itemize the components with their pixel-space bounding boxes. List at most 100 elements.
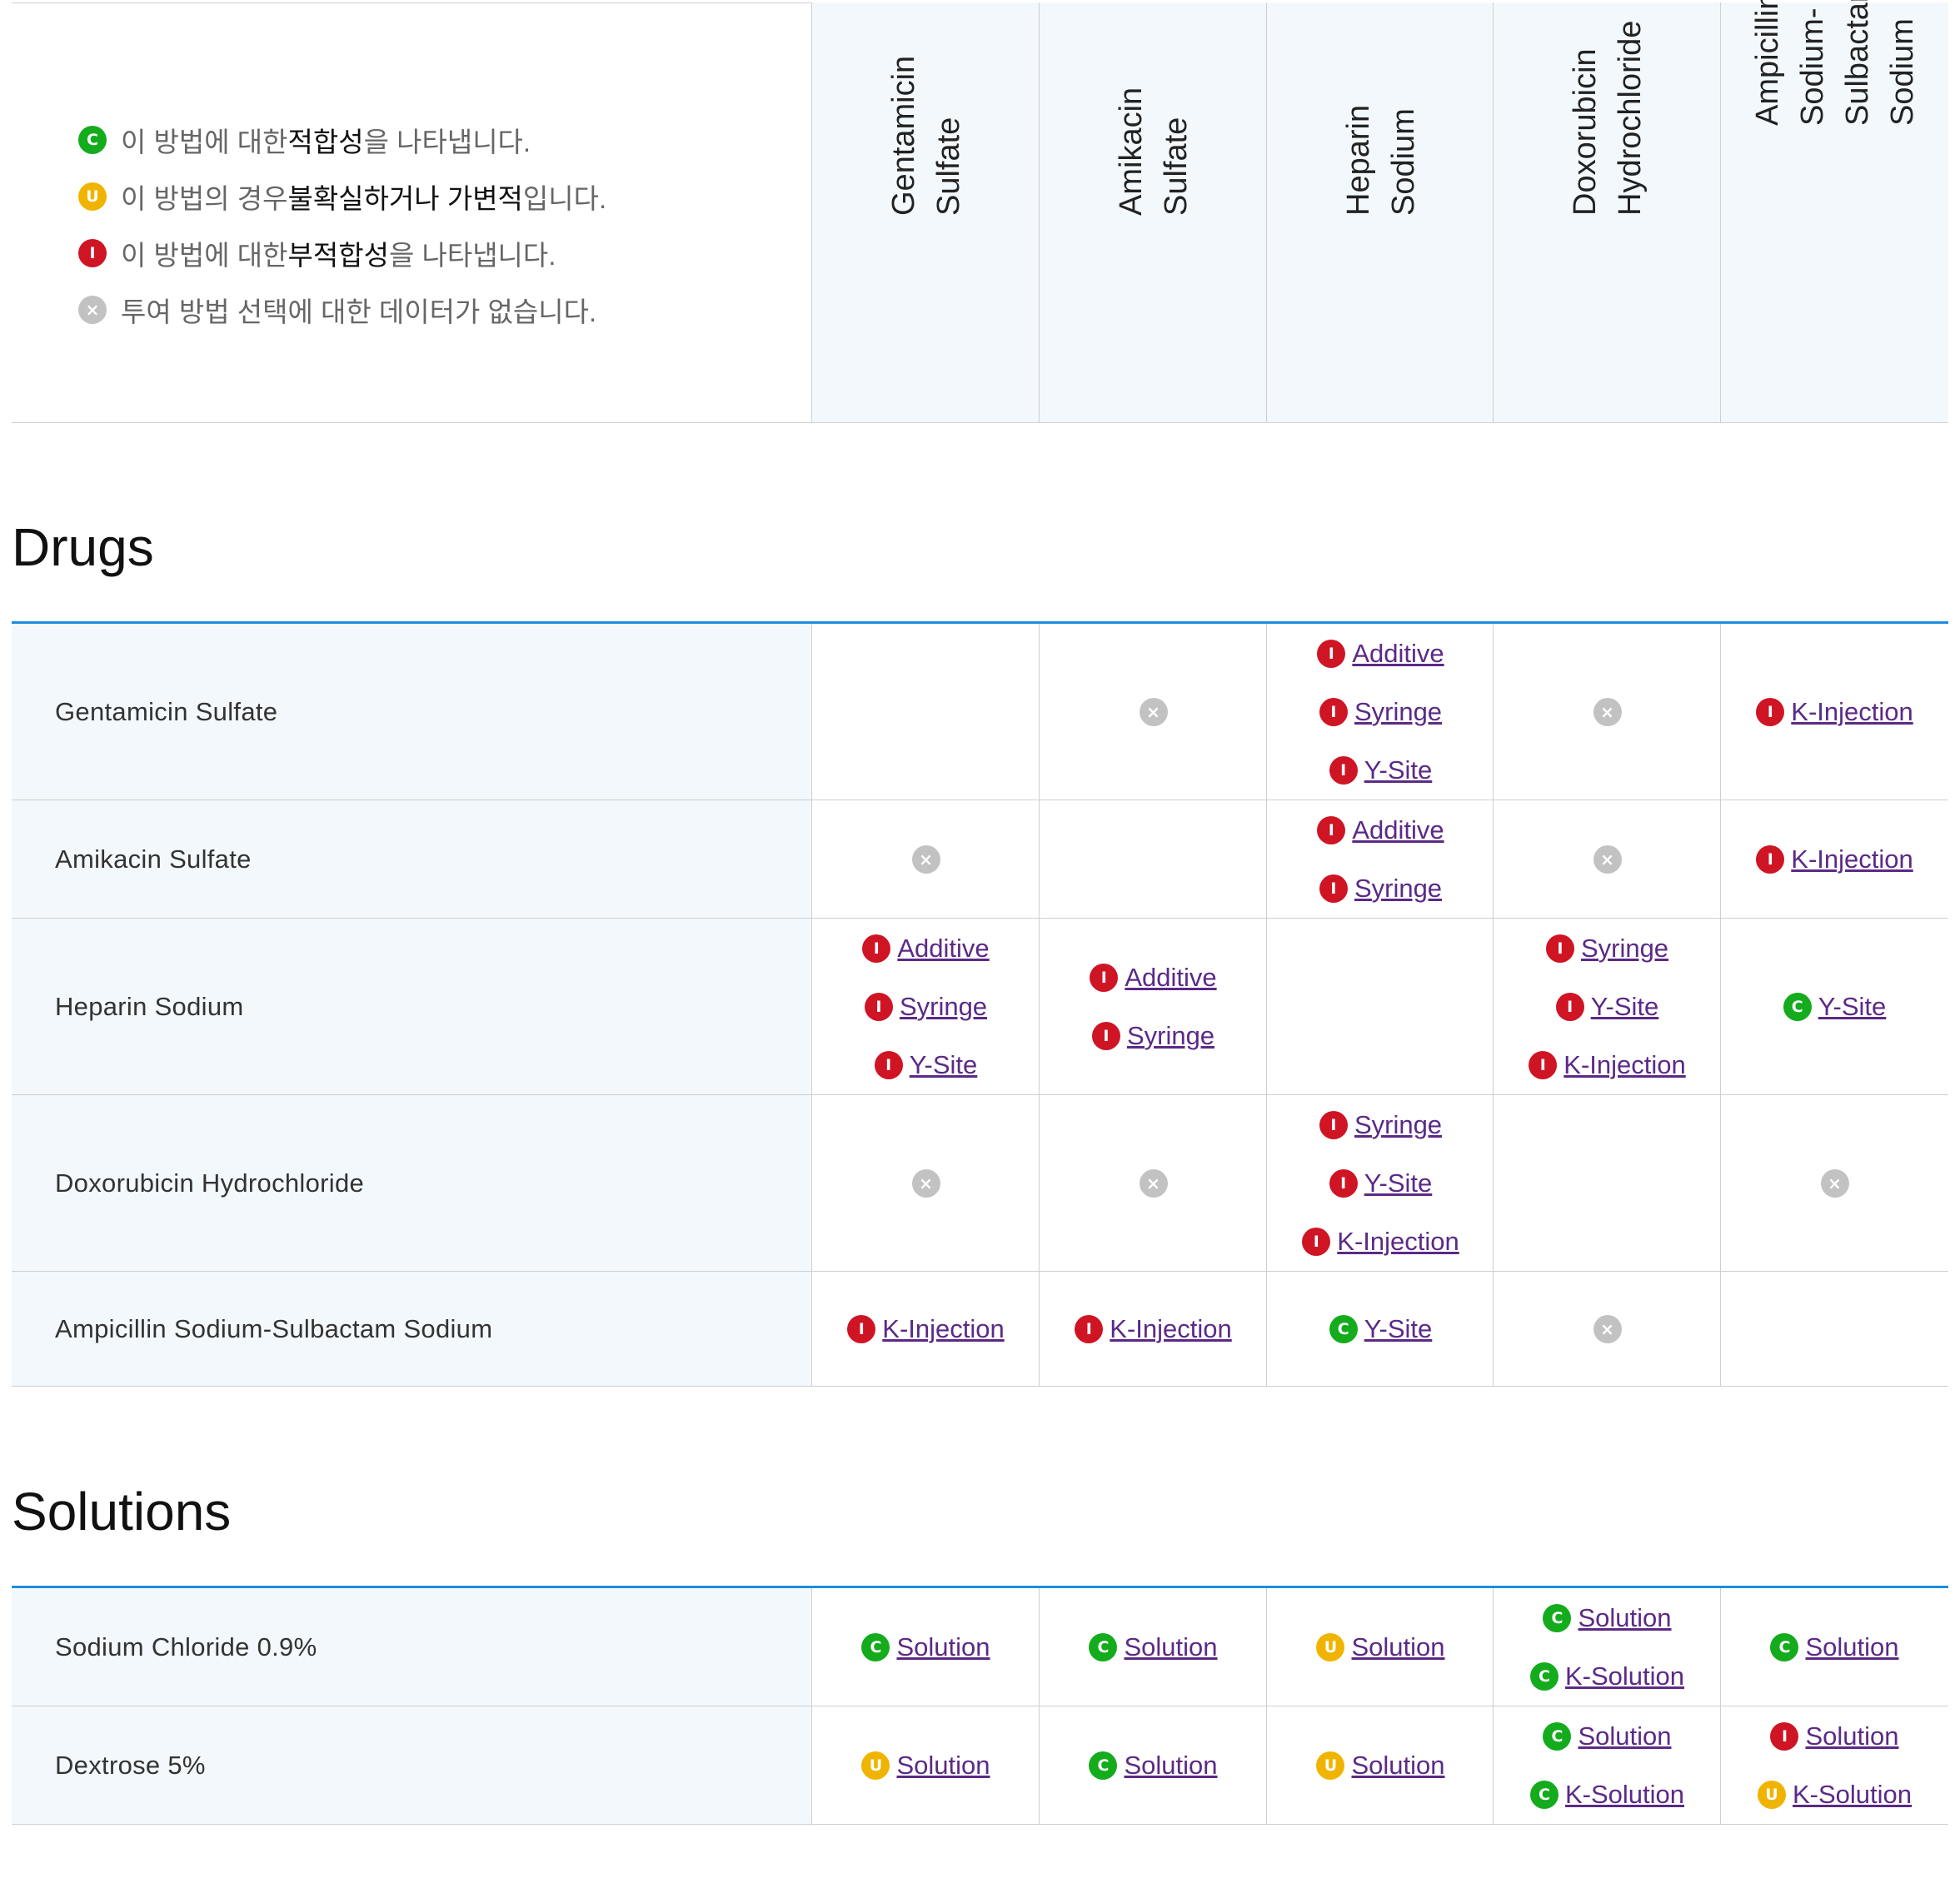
column-header-label: Gentamicin Sulfate bbox=[881, 56, 971, 216]
method-link[interactable]: Additive bbox=[1125, 962, 1217, 992]
table-cell bbox=[1720, 1272, 1948, 1386]
legend-text: 투여 방법 선택에 대한 데이터가 없습니다. bbox=[121, 296, 597, 327]
method-link[interactable]: Solution bbox=[1351, 1631, 1445, 1661]
method-link[interactable]: Solution bbox=[896, 1750, 990, 1780]
legend-emphasis: 부적합성 bbox=[287, 240, 389, 271]
compatible-icon: C bbox=[1543, 1603, 1572, 1632]
method-link[interactable]: Y-Site bbox=[1364, 755, 1433, 785]
row-label: Dextrose 5% bbox=[55, 1750, 206, 1780]
compatible-icon: C bbox=[1089, 1632, 1118, 1661]
table-cell: U Solution bbox=[1266, 1706, 1494, 1824]
method-link[interactable]: K-Solution bbox=[1792, 1779, 1913, 1809]
row-label: Doxorubicin Hydrochloride bbox=[55, 1168, 365, 1198]
method-link[interactable]: Syringe bbox=[1126, 1020, 1215, 1050]
method-link[interactable]: K-Solution bbox=[1564, 1661, 1685, 1691]
method-link[interactable]: K-Injection bbox=[1791, 696, 1913, 726]
method-link[interactable]: Solution bbox=[1124, 1750, 1218, 1780]
compatibility-entry: I K-Injection bbox=[1756, 830, 1913, 889]
table-cell: C Y-Site bbox=[1266, 1272, 1494, 1386]
method-link[interactable]: K-Injection bbox=[1564, 1049, 1686, 1079]
method-link[interactable]: Y-Site bbox=[1364, 1313, 1433, 1343]
table-cell: × bbox=[1039, 1095, 1267, 1271]
method-link[interactable]: Solution bbox=[1578, 1602, 1672, 1632]
table-cell: U Solution bbox=[1266, 1588, 1494, 1706]
method-link[interactable]: K-Injection bbox=[1337, 1226, 1459, 1256]
no-data-icon: × bbox=[78, 296, 107, 324]
no-data-icon: × bbox=[1593, 697, 1622, 726]
table-row: Dextrose 5% U Solution C Solution U Solution C S… bbox=[12, 1706, 1948, 1825]
method-link[interactable]: Syringe bbox=[1354, 696, 1443, 726]
column-header: Heparin Sodium bbox=[1266, 2, 1494, 423]
row-label: Ampicillin Sodium-Sulbactam Sodium bbox=[55, 1313, 493, 1343]
table-cell: U Solution bbox=[811, 1706, 1040, 1824]
compatibility-entry: I Y-Site bbox=[874, 1036, 978, 1094]
legend-emphasis: 불확실하거나 가변적 bbox=[287, 183, 523, 214]
column-header-line: Sodium bbox=[1385, 108, 1421, 216]
uncertain-icon: U bbox=[78, 182, 107, 211]
table-cell bbox=[1039, 800, 1267, 918]
method-link[interactable]: Additive bbox=[897, 933, 990, 963]
compatible-icon: C bbox=[1529, 1661, 1559, 1691]
compatibility-entry: C Solution bbox=[861, 1618, 990, 1676]
method-link[interactable]: Solution bbox=[1805, 1721, 1899, 1751]
row-label: Gentamicin Sulfate bbox=[55, 696, 278, 726]
compatibility-entry: U Solution bbox=[1316, 1736, 1445, 1795]
legend-text-suffix: 을 나타냅니다. bbox=[388, 240, 556, 271]
column-header-line: Heparin bbox=[1340, 104, 1376, 216]
incompatible-icon: I bbox=[1319, 874, 1348, 903]
row-header: Gentamicin Sulfate bbox=[12, 624, 811, 800]
compatibility-entry: I Syringe bbox=[1319, 1096, 1442, 1154]
method-link[interactable]: K-Injection bbox=[1110, 1313, 1232, 1343]
column-header-row: C 이 방법에 대한 적합성 을 나타냅니다. U 이 방법의 경우 불확실하거나 가변… bbox=[12, 2, 1948, 423]
method-link[interactable]: Solution bbox=[1578, 1721, 1672, 1751]
compatibility-entry: C Solution bbox=[1089, 1736, 1218, 1795]
table-cell: I Solution U K-Solution bbox=[1720, 1706, 1948, 1824]
column-header-line: Gentamicin bbox=[885, 55, 921, 216]
method-link[interactable]: Solution bbox=[1805, 1631, 1899, 1661]
method-link[interactable]: Y-Site bbox=[1364, 1168, 1433, 1198]
compatibility-entry: I K-Injection bbox=[1529, 1036, 1686, 1094]
table-cell: I K-Injection bbox=[1720, 800, 1948, 918]
method-link[interactable]: Syringe bbox=[1580, 933, 1669, 963]
method-link[interactable]: Y-Site bbox=[1818, 991, 1887, 1021]
method-link[interactable]: Additive bbox=[1352, 638, 1444, 668]
compatibility-entry: C Y-Site bbox=[1329, 1300, 1433, 1358]
column-header: Amikacin Sulfate bbox=[1039, 2, 1267, 423]
method-link[interactable]: Solution bbox=[1351, 1750, 1445, 1780]
method-link[interactable]: Additive bbox=[1352, 815, 1444, 844]
compatibility-entry: U K-Solution bbox=[1757, 1766, 1913, 1824]
method-link[interactable]: Syringe bbox=[1354, 873, 1443, 903]
row-header: Dextrose 5% bbox=[12, 1706, 811, 1824]
method-link[interactable]: Solution bbox=[1124, 1631, 1218, 1661]
table-cell: × bbox=[1039, 624, 1267, 800]
column-header-line: Hydrochloride bbox=[1612, 20, 1648, 216]
legend-text: 이 방법에 대한 bbox=[121, 240, 288, 271]
table-cell: I Additive I Syringe I Y-Site bbox=[1266, 624, 1494, 800]
table-cell: I Additive I Syringe bbox=[1266, 800, 1494, 918]
table-cell: C Solution C K-Solution bbox=[1493, 1706, 1721, 1824]
column-header: Doxorubicin Hydrochloride bbox=[1493, 2, 1721, 423]
compatible-icon: C bbox=[1770, 1632, 1799, 1661]
method-link[interactable]: K-Solution bbox=[1564, 1779, 1685, 1809]
method-link[interactable]: Y-Site bbox=[1590, 991, 1659, 1021]
column-header-label: Heparin Sodium bbox=[1336, 105, 1426, 216]
table-cell bbox=[1493, 1095, 1721, 1271]
compatible-icon: C bbox=[1529, 1780, 1559, 1809]
compatibility-entry: I Additive bbox=[1090, 949, 1217, 1007]
compatibility-entry: I Syringe bbox=[864, 978, 988, 1036]
method-link[interactable]: Solution bbox=[896, 1631, 990, 1661]
method-link[interactable]: Syringe bbox=[899, 991, 988, 1021]
compatibility-entry: I Y-Site bbox=[1555, 978, 1659, 1036]
compatibility-entry: C Solution bbox=[1770, 1618, 1899, 1676]
incompatible-icon: I bbox=[1075, 1314, 1104, 1343]
method-link[interactable]: Syringe bbox=[1354, 1109, 1443, 1139]
uncertain-icon: U bbox=[1316, 1632, 1345, 1661]
column-header-line: Sulfate bbox=[1158, 117, 1194, 216]
column-header-line: Sulbactam bbox=[1839, 0, 1875, 126]
method-link[interactable]: Y-Site bbox=[909, 1049, 978, 1079]
legend-text: 이 방법의 경우 bbox=[121, 183, 288, 214]
table-cell: × bbox=[1720, 1095, 1948, 1271]
method-link[interactable]: K-Injection bbox=[1791, 844, 1913, 874]
legend-text-suffix: 입니다. bbox=[522, 183, 607, 214]
method-link[interactable]: K-Injection bbox=[882, 1313, 1005, 1343]
